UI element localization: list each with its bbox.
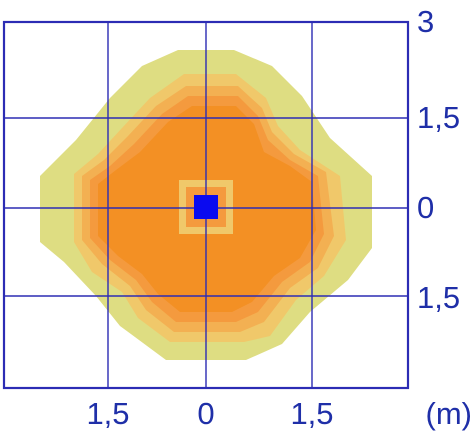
bottom-tick-left: 1,5 bbox=[86, 396, 129, 431]
bottom-tick-right: 1,5 bbox=[290, 396, 333, 431]
right-tick-upper: 1,5 bbox=[417, 100, 460, 135]
frame bbox=[2, 20, 410, 390]
bottom-tick-center: 0 bbox=[197, 396, 214, 431]
light-source-icon bbox=[194, 195, 218, 219]
right-tick-lower: 1,5 bbox=[417, 280, 460, 315]
bottom-axis-labels: 1,5 0 1,5 (m) bbox=[86, 396, 472, 431]
right-tick-middle: 0 bbox=[417, 190, 434, 225]
right-tick-top: 3 bbox=[417, 4, 434, 39]
unit-label: (m) bbox=[426, 396, 472, 431]
right-axis-labels: 3 1,5 0 1,5 bbox=[417, 4, 460, 315]
